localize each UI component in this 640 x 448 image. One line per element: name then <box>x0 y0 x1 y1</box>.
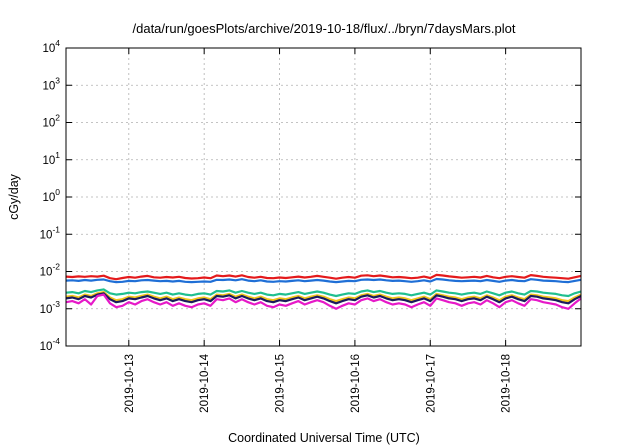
y-tick-label: 103 <box>42 75 60 92</box>
series-line-1 <box>65 273 582 281</box>
chart-title: /data/run/goesPlots/archive/2019-10-18/f… <box>133 21 516 36</box>
series-group <box>65 273 582 310</box>
x-tick-label: 2019-10-18 <box>501 354 513 413</box>
x-tick-label: 2019-10-15 <box>275 354 287 413</box>
y-axis-label: cGy/day <box>7 173 21 220</box>
series-line-2 <box>65 277 582 284</box>
x-tick-labels: 2019-10-13 2019-10-14 2019-10-15 2019-10-16… <box>124 353 513 412</box>
series-line-6 <box>65 293 582 310</box>
y-tick-labels: 10-4 10-3 10-2 10-1 100 101 102 103 104 <box>40 38 61 353</box>
x-tick-label: 2019-10-13 <box>124 354 136 413</box>
axis-ticks <box>66 47 581 347</box>
y-tick-label: 10-4 <box>40 336 61 353</box>
y-tick-label: 10-2 <box>40 262 61 279</box>
x-tick-label: 2019-10-17 <box>425 354 437 413</box>
y-tick-label: 102 <box>42 113 60 130</box>
x-axis-label: Coordinated Universal Time (UTC) <box>228 431 420 445</box>
x-tick-label: 2019-10-14 <box>199 353 211 412</box>
grid <box>66 48 581 346</box>
series-line-5 <box>65 292 582 305</box>
y-tick-label: 10-1 <box>40 224 61 241</box>
y-tick-label: 101 <box>42 150 60 167</box>
x-tick-label: 2019-10-16 <box>350 354 362 413</box>
y-tick-label: 100 <box>42 187 60 204</box>
y-tick-label: 10-3 <box>40 299 61 316</box>
y-tick-label: 104 <box>42 38 60 55</box>
series-line-4 <box>65 291 582 303</box>
series-line-3 <box>65 288 582 298</box>
